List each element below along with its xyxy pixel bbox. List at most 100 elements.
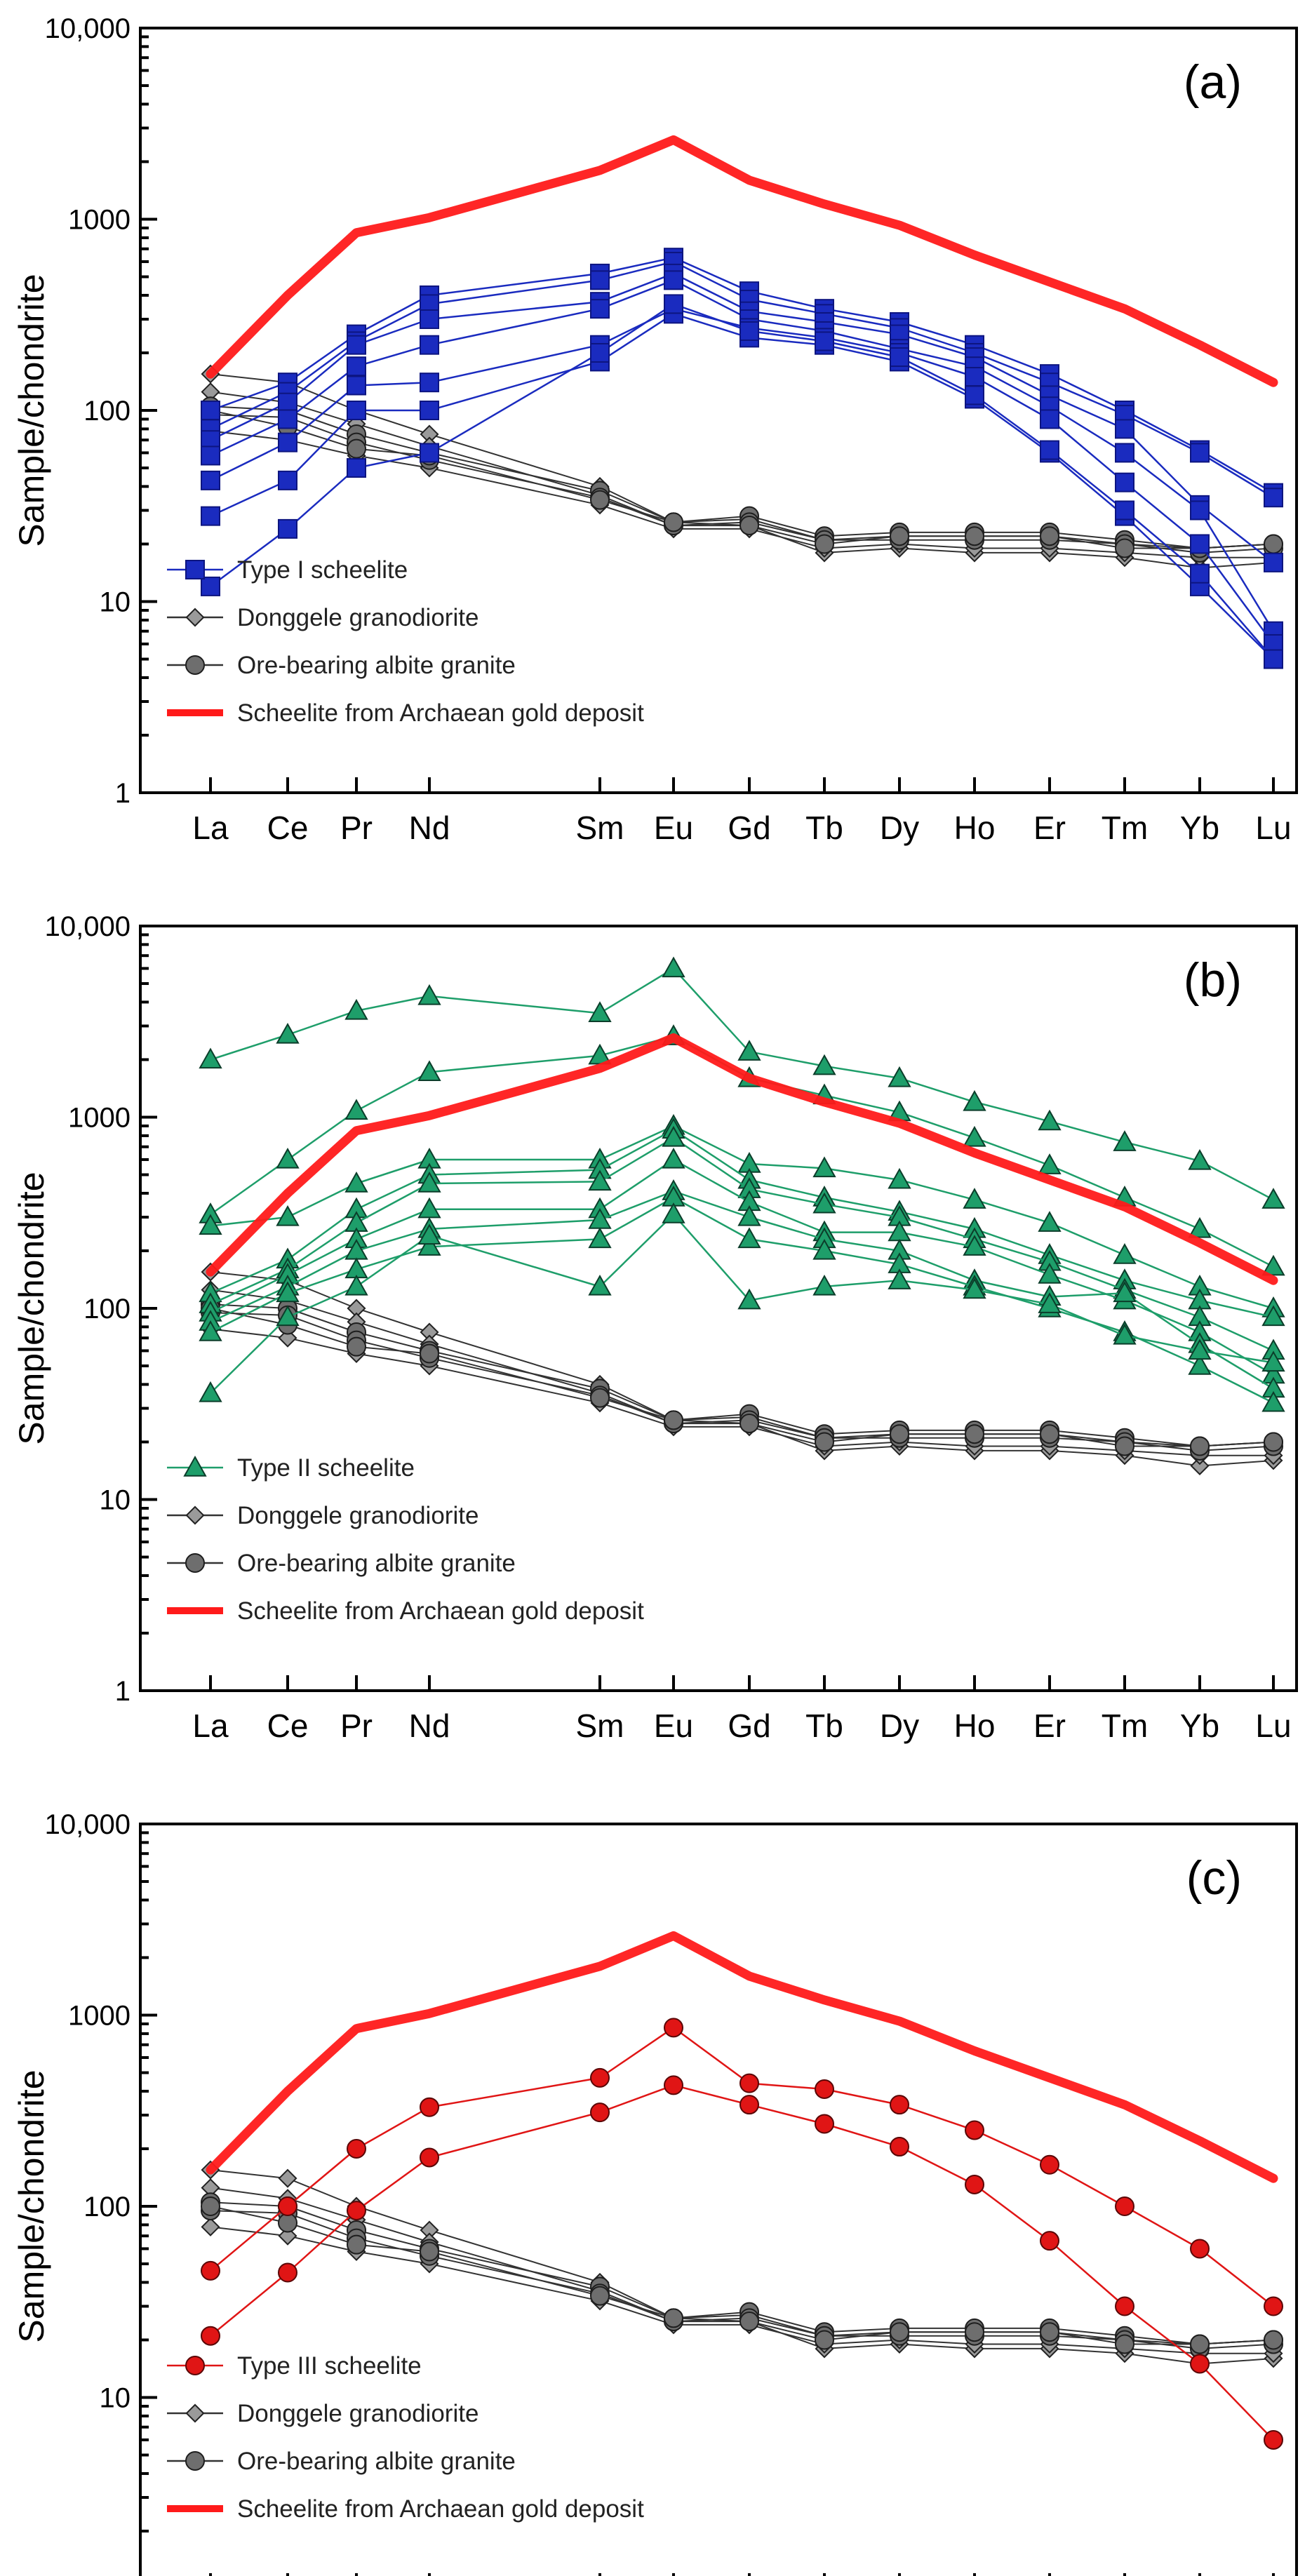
- data-point-type: [739, 321, 759, 341]
- y-tick-label: 10: [100, 1485, 131, 1516]
- data-point-type: [1190, 534, 1210, 554]
- legend-swatch-marker: [185, 2451, 205, 2471]
- data-point-type: [965, 2120, 984, 2140]
- data-point-ab: [815, 2330, 834, 2350]
- data-point-type: [1115, 2196, 1134, 2216]
- data-point-ab: [1040, 2322, 1059, 2342]
- series-line-ab: [210, 2210, 1274, 2349]
- y-tick-label: 1000: [68, 2001, 130, 2032]
- series-line-ab: [210, 1312, 1274, 1451]
- data-point-type: [347, 375, 366, 396]
- legend-label: Scheelite from Archaean gold deposit: [237, 2495, 644, 2523]
- y-tick-label: 10: [100, 587, 131, 618]
- data-point-type: [1113, 1323, 1137, 1345]
- data-point-type: [199, 1214, 222, 1235]
- data-point-type: [1038, 1109, 1062, 1131]
- data-point-type: [812, 1156, 836, 1178]
- data-point-gd: [278, 2168, 297, 2188]
- y-tick-label: 1: [115, 778, 130, 809]
- data-point-ab: [590, 490, 610, 510]
- data-point-type: [1040, 440, 1059, 460]
- data-point-type: [888, 1066, 911, 1087]
- data-point-type: [201, 506, 220, 526]
- data-point-type: [1190, 563, 1210, 584]
- data-point-type: [1264, 649, 1283, 669]
- series-line-ab: [210, 414, 1274, 554]
- data-point-type: [1115, 472, 1134, 492]
- series-line-ab: [210, 1303, 1274, 1447]
- data-point-ab: [1190, 1436, 1210, 1456]
- x-tick-label: Gd: [728, 810, 770, 846]
- series-line-archaean: [206, 135, 1278, 387]
- data-point-type: [417, 1223, 441, 1245]
- series-line-type: [210, 2084, 1274, 2441]
- data-point-type: [737, 1288, 761, 1310]
- data-point-ab: [739, 516, 759, 536]
- series-line-gd: [210, 2226, 1273, 2354]
- data-point-type: [1115, 2296, 1134, 2316]
- x-tick-label: La: [192, 810, 229, 846]
- data-point-ab: [815, 1432, 834, 1452]
- data-point-type: [276, 1305, 300, 1327]
- data-point-type: [812, 1274, 836, 1296]
- y-tick-label: 100: [83, 396, 130, 427]
- data-point-ab: [1115, 538, 1134, 558]
- data-point-type: [1261, 1188, 1285, 1209]
- data-point-type: [815, 2114, 834, 2134]
- data-point-type: [344, 1099, 368, 1120]
- data-point-type: [201, 2326, 220, 2346]
- data-point-type: [1113, 1243, 1137, 1264]
- series-line-archaean: [206, 1931, 1278, 2183]
- data-point-type: [201, 401, 220, 420]
- data-point-type: [278, 470, 297, 490]
- data-point-type: [662, 1202, 685, 1223]
- data-point-ab: [739, 1414, 759, 1434]
- data-point-gd: [278, 2226, 297, 2246]
- y-tick-label: 10,000: [45, 911, 130, 942]
- data-point-ab: [1115, 1436, 1134, 1456]
- data-point-type: [590, 270, 610, 290]
- legend-swatch-marker: [185, 1553, 205, 1573]
- data-point-type: [347, 2138, 366, 2159]
- series-line-type: [210, 272, 1274, 563]
- x-tick-label: La: [192, 1708, 229, 1744]
- legend-label: Type III scheelite: [237, 2352, 422, 2380]
- y-tick-label: 10,000: [45, 1809, 130, 1840]
- data-point-type: [199, 1320, 222, 1341]
- y-axis-label: Sample/chondrite: [12, 1172, 51, 1444]
- series-line-type: [210, 1129, 1274, 1318]
- series-line-ab: [210, 410, 1274, 549]
- data-point-ab: [1264, 534, 1283, 554]
- data-point-type: [201, 2260, 220, 2281]
- legend-label: Scheelite from Archaean gold deposit: [237, 699, 644, 727]
- data-point-type: [417, 1235, 441, 1256]
- data-point-type: [417, 984, 441, 1005]
- y-axis-label: Sample/chondrite: [12, 274, 51, 546]
- data-point-type: [1040, 2231, 1059, 2251]
- data-point-type: [739, 2073, 759, 2093]
- data-point-type: [890, 2137, 909, 2157]
- data-point-type: [965, 2174, 984, 2194]
- panel-label: (b): [1184, 953, 1242, 1007]
- data-point-type: [1190, 2354, 1210, 2374]
- data-point-type: [965, 367, 984, 387]
- legend-label: Type II scheelite: [237, 1454, 415, 1482]
- data-point-type: [812, 1238, 836, 1260]
- data-point-type: [737, 1227, 761, 1249]
- data-point-ab: [739, 2312, 759, 2332]
- data-point-type: [1264, 2296, 1283, 2316]
- data-point-ab: [1264, 1432, 1283, 1452]
- x-tick-label: Pr: [340, 810, 373, 846]
- data-point-type: [278, 392, 297, 412]
- series-line-gd: [210, 391, 1274, 569]
- x-tick-label: Eu: [654, 810, 693, 846]
- y-tick-label: 10,000: [45, 13, 130, 44]
- data-point-type: [815, 331, 834, 351]
- data-point-type: [739, 2095, 759, 2115]
- data-point-type: [1190, 443, 1210, 463]
- data-point-type: [1038, 1263, 1062, 1284]
- data-point-type: [662, 956, 685, 978]
- data-point-ab: [590, 1388, 610, 1408]
- data-point-type: [664, 2075, 683, 2095]
- y-tick-label: 100: [83, 2192, 130, 2222]
